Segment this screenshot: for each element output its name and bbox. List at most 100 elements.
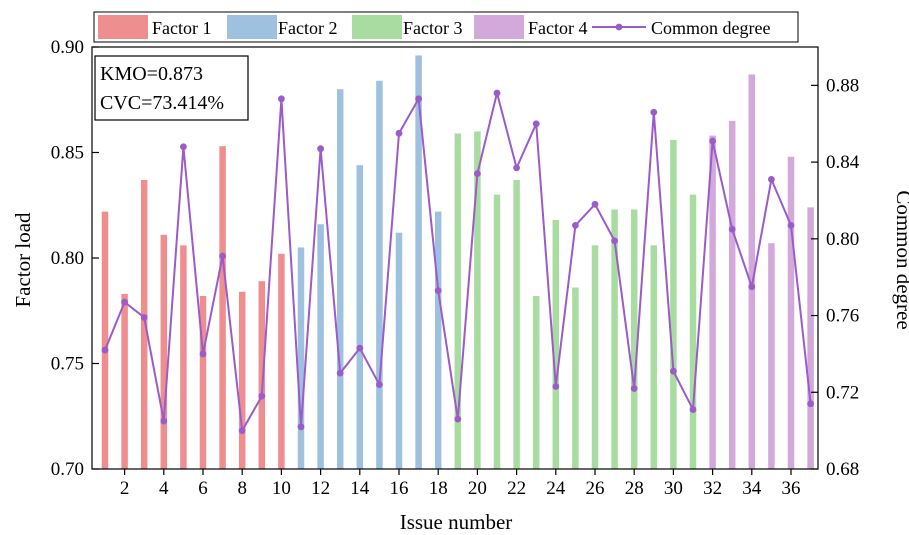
bar-factor2-issue-13 (336, 89, 344, 469)
x-axis-title: Issue number (400, 510, 513, 534)
x-tick-label: 36 (782, 478, 801, 499)
common-degree-point-12 (317, 145, 324, 153)
common-degree-point-10 (278, 95, 285, 103)
bar-factor3-issue-26 (591, 245, 599, 469)
y2-tick-label: 0.88 (826, 75, 859, 96)
y2-axis-title: Common degree (892, 190, 909, 329)
bar-factor2-issue-18 (434, 211, 442, 469)
y-axis-title: Factor load (11, 212, 35, 308)
bar-factor2-issue-17 (415, 55, 422, 469)
common-degree-point-37 (807, 400, 814, 408)
bar-factor2-issue-15 (376, 80, 383, 469)
legend-frame (93, 11, 799, 43)
x-tick-label: 8 (237, 478, 247, 499)
bar-factor1-issue-2 (121, 293, 128, 469)
legend-swatch-factor4 (474, 15, 524, 39)
line-layer (101, 89, 814, 435)
common-degree-point-20 (474, 170, 481, 178)
bar-factor4-issue-36 (787, 156, 795, 469)
y-tick-label: 0.80 (51, 248, 84, 269)
bar-factor1-issue-7 (219, 146, 226, 470)
x-tick-label: 28 (625, 478, 644, 499)
common-degree-point-17 (415, 95, 422, 103)
y-tick-label: 0.85 (51, 143, 84, 164)
x-tick-label: 14 (350, 478, 370, 499)
bar-factor3-issue-19 (454, 133, 462, 469)
annotation-frame (94, 55, 249, 121)
legend-label-factor3: Factor 3 (403, 18, 462, 38)
common-degree-point-25 (572, 221, 579, 229)
bar-factor2-issue-11 (297, 247, 305, 469)
common-degree-point-11 (297, 423, 305, 431)
bar-factor2-issue-12 (317, 224, 324, 469)
x-tick-label: 12 (311, 478, 330, 499)
common-degree-point-8 (238, 427, 246, 435)
x-tick-label: 26 (586, 478, 605, 499)
bar-factor4-issue-32 (709, 135, 716, 469)
common-degree-point-33 (728, 225, 736, 233)
x-tick-label: 30 (664, 478, 683, 499)
common-degree-point-28 (630, 385, 638, 392)
bar-factor3-issue-20 (474, 131, 481, 469)
y2-tick-label: 0.84 (826, 152, 860, 173)
bar-factor3-issue-28 (630, 209, 638, 469)
common-degree-point-29 (650, 108, 658, 116)
legend-label-factor2: Factor 2 (278, 18, 337, 38)
axis-layer: 0.70 0.75 0.80 0.85 0.90 0.68 0.72 0.76 0.80 0.84… (51, 37, 860, 499)
common-degree-point-6 (199, 350, 207, 358)
common-degree-point-22 (513, 164, 520, 172)
common-degree-point-7 (219, 252, 227, 260)
common-degree-point-16 (395, 129, 403, 137)
bar-factor3-issue-30 (670, 139, 677, 469)
bar-factor1-issue-6 (199, 295, 207, 469)
bar-factor3-issue-29 (650, 245, 658, 469)
common-degree-point-14 (356, 344, 364, 352)
legend-marker-common-degree (615, 23, 623, 31)
common-degree-point-21 (493, 89, 501, 97)
legend-label-common-degree: Common degree (651, 18, 770, 38)
x-tick-label: 2 (120, 478, 130, 499)
common-degree-point-34 (748, 283, 756, 291)
x-tick-label: 6 (198, 478, 208, 499)
cvc-annotation: CVC=73.414% (100, 92, 224, 114)
common-degree-point-19 (454, 415, 462, 423)
bar-factor1-issue-5 (180, 245, 187, 469)
bar-factor4-issue-34 (748, 74, 756, 470)
y2-tick-label: 0.72 (826, 382, 859, 403)
bar-factor1-issue-8 (238, 291, 246, 469)
x-tick-label: 22 (507, 478, 526, 499)
common-degree-point-13 (336, 369, 344, 377)
bar-factor3-issue-23 (532, 295, 540, 469)
y-tick-label: 0.90 (51, 37, 84, 58)
x-tick-label: 10 (272, 478, 291, 499)
common-degree-point-18 (434, 287, 442, 295)
common-degree-point-15 (376, 381, 383, 388)
common-degree-point-23 (532, 120, 540, 128)
bar-factor3-issue-31 (689, 194, 697, 469)
x-tick-label: 32 (703, 478, 722, 499)
y2-tick-label: 0.68 (826, 459, 859, 480)
x-tick-label: 16 (390, 478, 409, 499)
y-tick-label: 0.70 (51, 459, 84, 480)
x-tick-label: 20 (468, 478, 487, 499)
common-degree-point-4 (160, 417, 168, 425)
common-degree-point-32 (709, 137, 716, 145)
bar-factor2-issue-14 (356, 165, 364, 469)
common-degree-point-35 (768, 175, 775, 183)
x-tick-label: 18 (429, 478, 448, 499)
common-degree-point-30 (670, 367, 677, 375)
legend-swatch-factor2 (227, 15, 277, 39)
bar-factor4-issue-35 (768, 243, 775, 469)
legend-swatch-factor1 (98, 15, 148, 39)
common-degree-point-31 (689, 406, 697, 413)
bar-factor2-issue-16 (395, 232, 403, 469)
bars-layer (101, 55, 814, 470)
common-degree-point-1 (101, 346, 109, 354)
bar-factor3-issue-25 (572, 287, 579, 469)
bar-factor3-issue-24 (552, 220, 560, 469)
bar-factor3-issue-27 (611, 209, 618, 469)
x-tick-label: 34 (742, 478, 762, 499)
bar-factor1-issue-4 (160, 234, 168, 469)
bar-factor1-issue-1 (101, 211, 109, 469)
